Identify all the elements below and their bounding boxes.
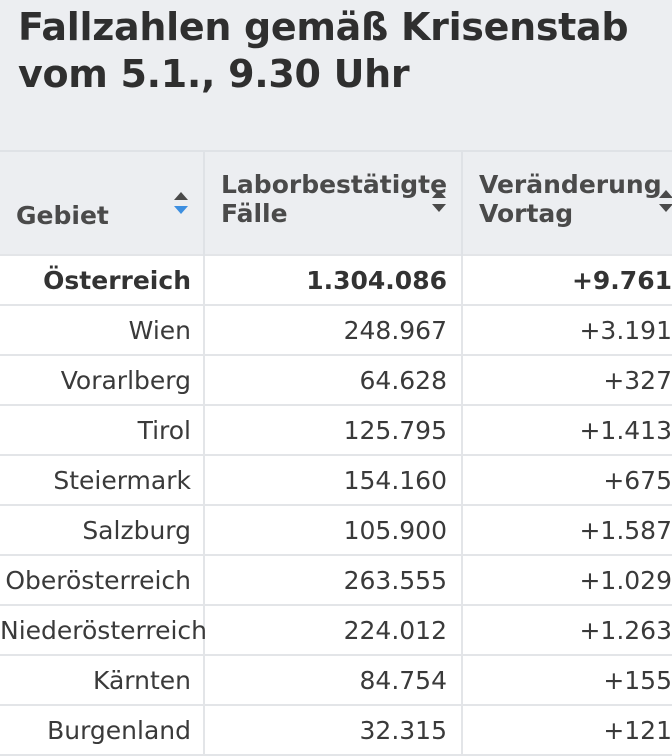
cell-faelle: 263.555 (203, 555, 462, 606)
cell-gebiet: Niederösterreich (0, 605, 207, 656)
table-row: Salzburg 105.900 +1.587 (0, 505, 672, 556)
cell-veraenderung: +327 (461, 355, 672, 406)
table-row: Burgenland 32.315 +121 (0, 705, 672, 756)
cell-faelle: 224.012 (203, 605, 462, 656)
cell-veraenderung: +1.029 (461, 555, 672, 606)
cell-gebiet: Burgenland (0, 705, 204, 756)
cell-gebiet: Vorarlberg (0, 355, 204, 406)
column-header-label: Gebiet (16, 201, 109, 230)
cell-veraenderung: +675 (461, 455, 672, 506)
cell-gebiet: Kärnten (0, 655, 204, 706)
column-header-gebiet[interactable]: Gebiet (0, 150, 204, 255)
cell-gebiet: Salzburg (0, 505, 204, 556)
cell-veraenderung: +3.191 (461, 305, 672, 356)
cell-veraenderung: +1.413 (461, 405, 672, 456)
page-header: Fallzahlen gemäß Krisenstab vom 5.1., 9.… (0, 0, 672, 150)
column-header-veraenderung[interactable]: Veränderung Vortag (461, 150, 672, 255)
cell-veraenderung: +121 (461, 705, 672, 756)
table-row: Kärnten 84.754 +155 (0, 655, 672, 706)
cell-faelle: 125.795 (203, 405, 462, 456)
table-row: Vorarlberg 64.628 +327 (0, 355, 672, 406)
cell-veraenderung: +155 (461, 655, 672, 706)
cell-faelle: 154.160 (203, 455, 462, 506)
cell-veraenderung: +9.761 (461, 254, 672, 306)
cell-gebiet: Oberösterreich (0, 555, 204, 606)
table-row: Oberösterreich 263.555 +1.029 (0, 555, 672, 606)
cell-faelle: 105.900 (203, 505, 462, 556)
case-table: Gebiet Laborbestätigte Fälle Veränderung… (0, 150, 672, 756)
table-row: Tirol 125.795 +1.413 (0, 405, 672, 456)
cell-gebiet: Steiermark (0, 455, 204, 506)
cell-gebiet: Tirol (0, 405, 204, 456)
cell-faelle: 1.304.086 (203, 254, 462, 306)
table-row: Niederösterreich 224.012 +1.263 (0, 605, 672, 656)
cell-gebiet: Österreich (0, 254, 204, 306)
cell-faelle: 248.967 (203, 305, 462, 356)
cell-faelle: 84.754 (203, 655, 462, 706)
table-header-row: Gebiet Laborbestätigte Fälle Veränderung… (0, 150, 672, 255)
cell-gebiet: Wien (0, 305, 204, 356)
column-header-label: Laborbestätigte Fälle (221, 170, 448, 228)
sort-icon[interactable] (431, 188, 447, 214)
sort-icon[interactable] (658, 188, 672, 214)
column-header-label: Veränderung Vortag (479, 170, 662, 228)
cell-faelle: 32.315 (203, 705, 462, 756)
table-row-total: Österreich 1.304.086 +9.761 (0, 254, 672, 306)
cell-veraenderung: +1.263 (461, 605, 672, 656)
table-row: Wien 248.967 +3.191 (0, 305, 672, 356)
cell-veraenderung: +1.587 (461, 505, 672, 556)
page-title: Fallzahlen gemäß Krisenstab vom 5.1., 9.… (18, 5, 629, 96)
cell-faelle: 64.628 (203, 355, 462, 406)
table-row: Steiermark 154.160 +675 (0, 455, 672, 506)
column-header-faelle[interactable]: Laborbestätigte Fälle (203, 150, 462, 255)
sort-ascending-icon[interactable] (173, 190, 189, 216)
